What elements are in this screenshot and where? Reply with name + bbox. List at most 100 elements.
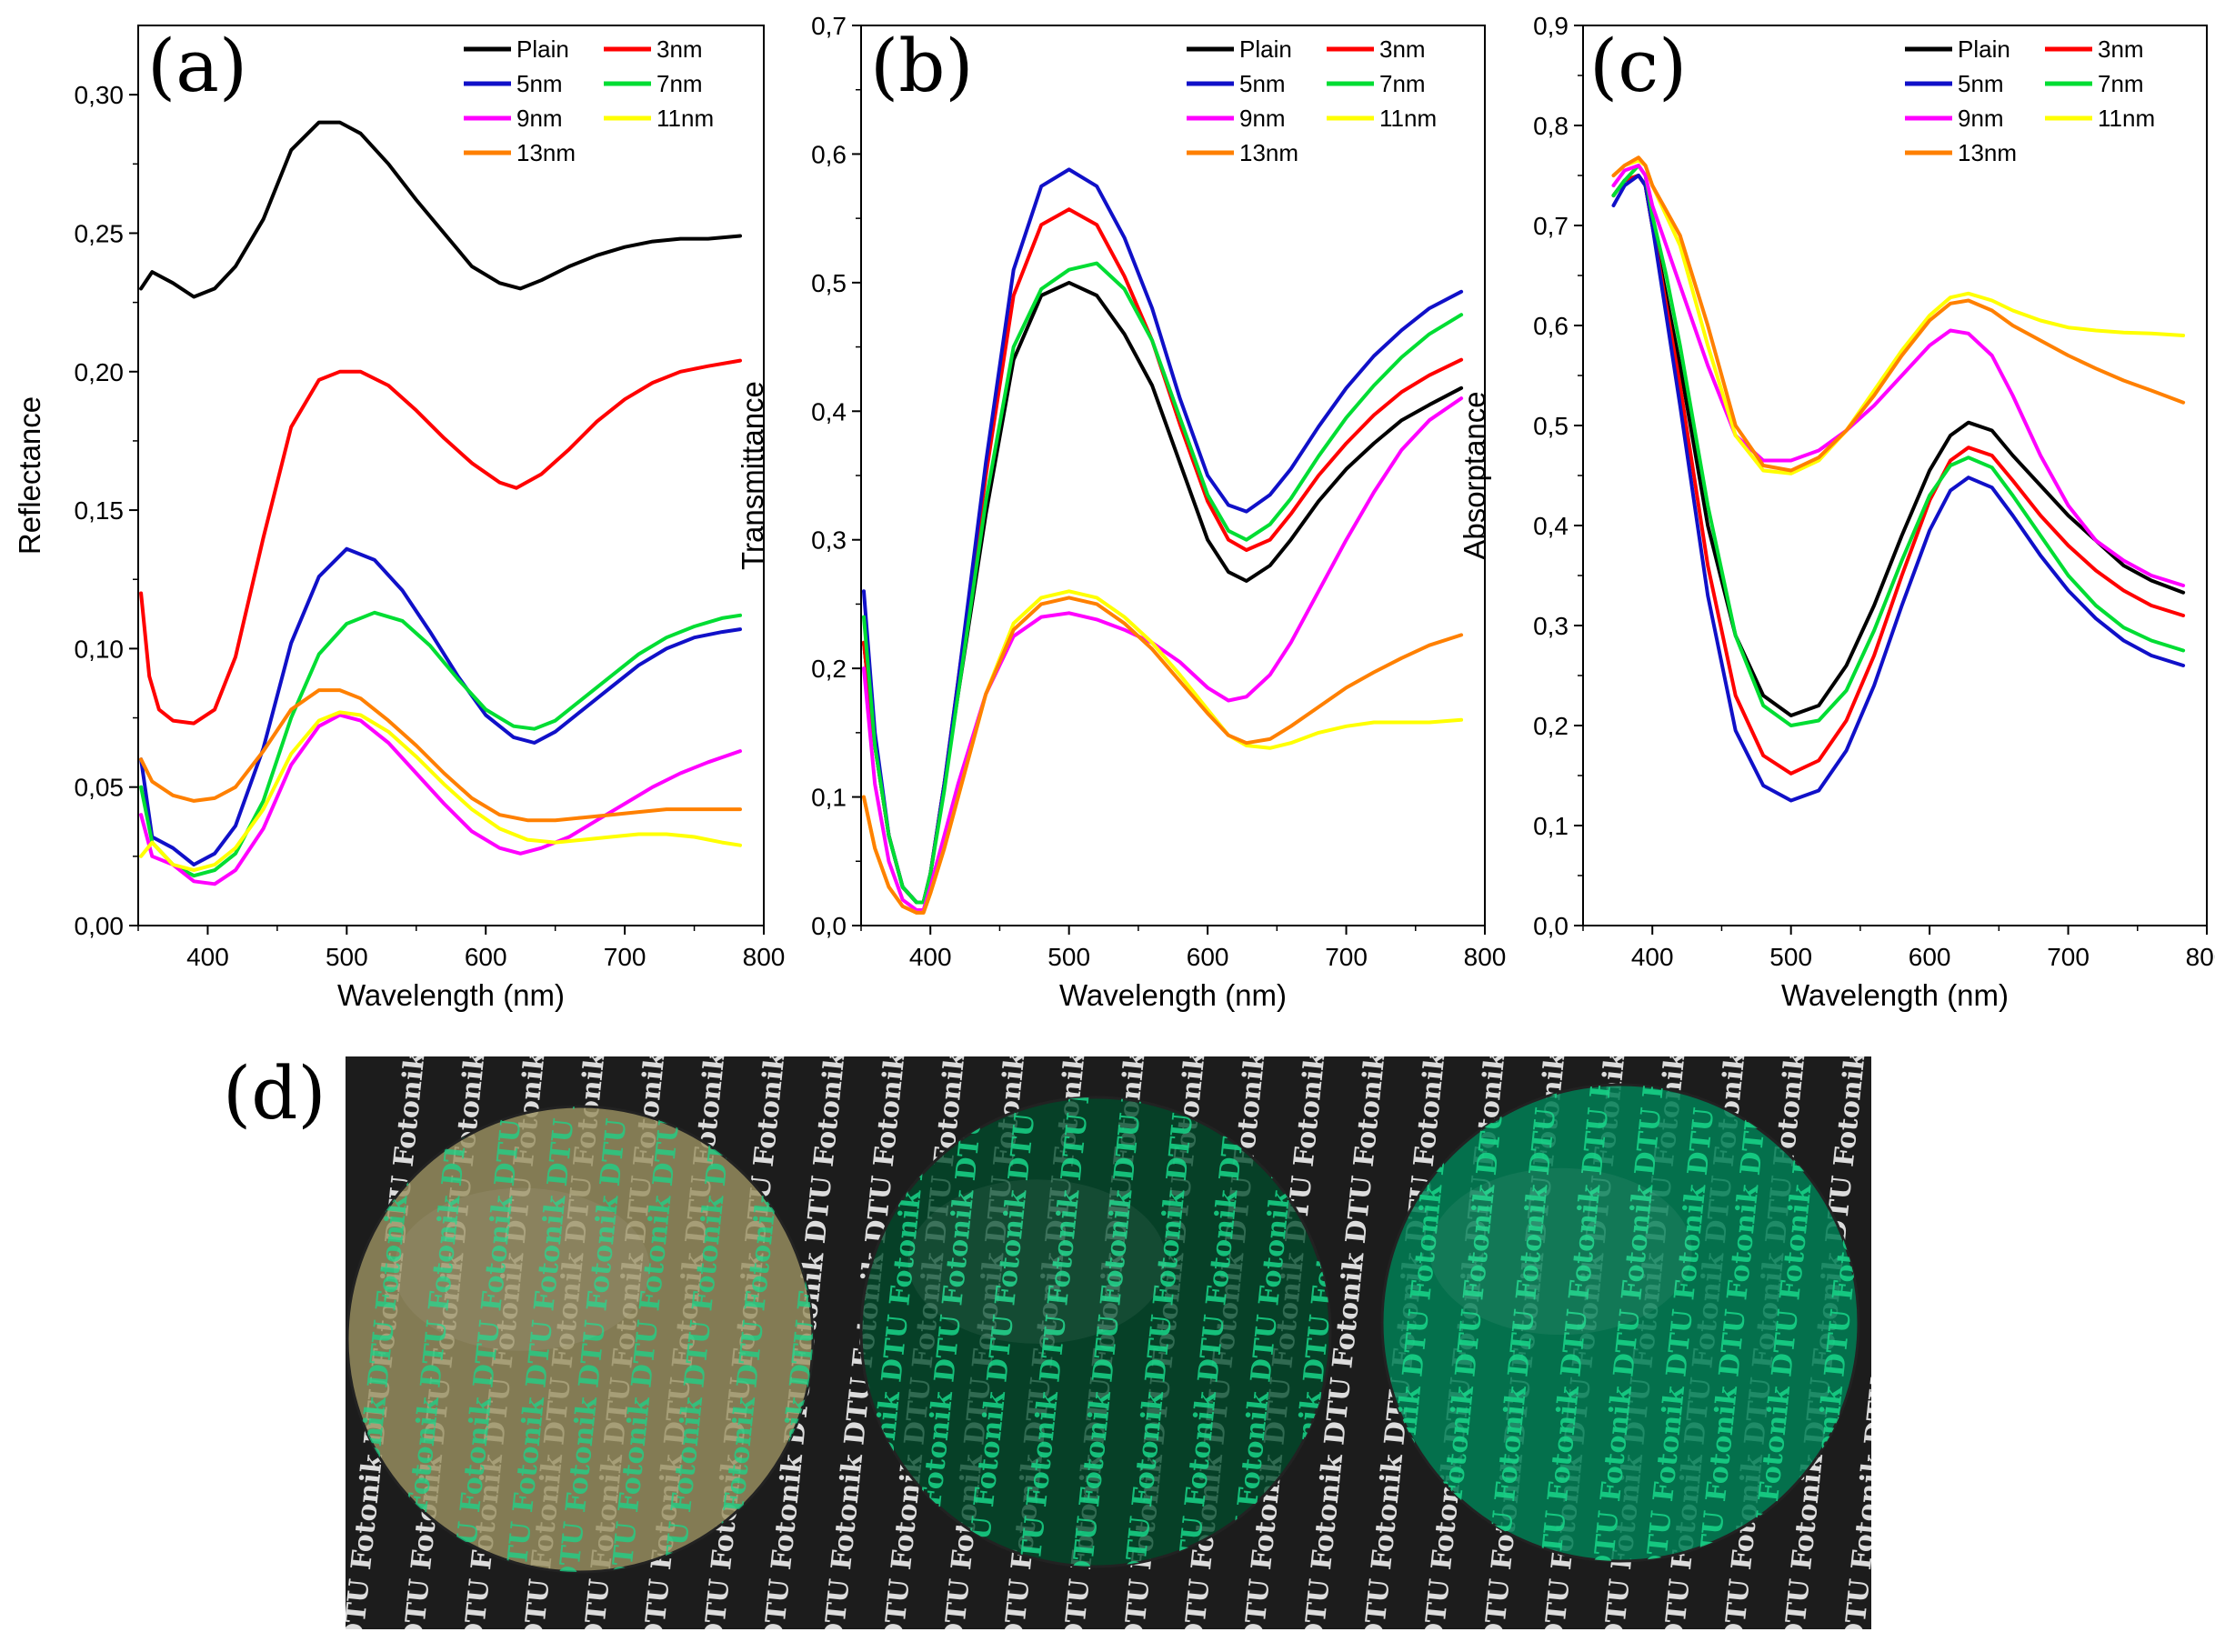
y-axis-label: Reflectance (13, 396, 46, 555)
y-tick-label: 0,4 (1533, 512, 1569, 540)
y-tick-label: 0,5 (811, 269, 847, 297)
panel-label-c: (c) (1589, 24, 1687, 108)
series-line-5nm (1611, 174, 2186, 803)
series-line-9nm (139, 713, 742, 886)
wafer-disc (859, 1096, 1332, 1568)
series-line-7nm (139, 610, 742, 878)
series-line-3nm (139, 358, 742, 726)
chart-panel-a: 400 500 600 700 800 0,00 0,05 0,10 0,15 0,20 0,25 0… (13, 24, 785, 1012)
y-tick-label: 0,10 (75, 635, 125, 663)
y-tick-label: 0,3 (811, 526, 847, 555)
series-line-9nm (1611, 164, 2186, 587)
series-group (1611, 155, 2186, 803)
y-tick-label: 0,8 (1533, 112, 1569, 140)
x-tick-label: 700 (2047, 943, 2090, 971)
y-tick-label: 0,7 (1533, 212, 1569, 240)
series-line-13nm (862, 596, 1464, 915)
legend: Plain 3nm 5nm 7nm 9nm 11nm 13nm (1187, 35, 1437, 166)
y-tick-label: 0,1 (811, 784, 847, 812)
y-tick-label: 0,00 (75, 912, 125, 940)
series-line-9nm (862, 396, 1464, 912)
wafer-disc (346, 1105, 815, 1574)
watermark-text: DTU Fotonik DTU Fotonik DTU Fotonik DTU … (1850, 0, 2050, 1580)
x-tick-label: 500 (1047, 943, 1090, 971)
y-tick-label: 0,0 (1533, 912, 1569, 940)
y-tick-label: 0,30 (75, 81, 125, 109)
series-line-11nm (139, 710, 742, 873)
wafer-sheen (394, 1187, 650, 1351)
wafer-sheen (907, 1179, 1167, 1344)
legend-label-11nm: 11nm (1379, 105, 1437, 132)
series-line-7nm (1611, 164, 2186, 727)
y-tick-label: 0,6 (811, 140, 847, 168)
legend: Plain 3nm 5nm 7nm 9nm 11nm 13nm (464, 35, 714, 166)
x-tick-label: 600 (1909, 943, 1951, 971)
y-tick-label: 0,25 (75, 219, 125, 247)
series-group (139, 120, 742, 886)
y-tick-label: 0,2 (811, 655, 847, 683)
y-tick-label: 0,20 (75, 358, 125, 386)
y-tick-label: 0,05 (75, 774, 125, 802)
legend-label-9nm: 9nm (1239, 105, 1286, 132)
plot-frame (1582, 25, 2208, 926)
x-tick-label: 700 (604, 943, 646, 971)
y-tick-label: 0,2 (1533, 712, 1569, 740)
legend-label-13nm: 13nm (1239, 139, 1298, 166)
x-axis-label: Wavelength (nm) (1781, 978, 2009, 1012)
y-tick-label: 0,0 (811, 912, 847, 940)
series-line-11nm (1611, 158, 2186, 476)
legend-label-11nm: 11nm (2098, 105, 2155, 132)
y-tick-label: 0,15 (75, 496, 125, 525)
series-line-13nm (139, 688, 742, 823)
x-axis-label: Wavelength (nm) (337, 978, 565, 1012)
panel-label-a: (a) (147, 24, 247, 108)
y-tick-label: 0,3 (1533, 612, 1569, 640)
wafer-sheen (1429, 1167, 1692, 1336)
series-line-13nm (1611, 155, 2186, 473)
x-tick-label: 700 (1325, 943, 1368, 971)
plot-frame (137, 25, 765, 926)
x-axis-label: Wavelength (nm) (1059, 978, 1287, 1012)
watermark-text: DTU Fotonik DTU Fotonik DTU Fotonik DTU … (1838, 41, 2038, 1648)
series-line-11nm (862, 589, 1464, 915)
y-tick-label: 0,9 (1533, 12, 1569, 40)
chart-panel-b: 400 500 600 700 800 0,0 0,1 0,2 0,3 0,4 0,5 0,6 0,7 W… (736, 12, 1506, 1012)
y-tick-label: 0,6 (1533, 312, 1569, 340)
legend-label-5nm: 5nm (516, 70, 563, 97)
y-axis-label: Transmittance (736, 381, 769, 570)
panel-label-b: (b) (870, 24, 974, 108)
y-axis-label: Absorptance (1458, 391, 1491, 559)
panel-label-d: (d) (223, 1051, 326, 1136)
x-tick-label: 800 (2186, 943, 2215, 971)
wafer: DTU Fotonik DTU Fotonik DTU Fotonik DTU … (1380, 0, 2050, 1580)
legend-label-11nm: 11nm (656, 105, 714, 132)
legend-label-Plain: Plain (516, 35, 569, 63)
legend-label-5nm: 5nm (1239, 70, 1286, 97)
chart-panel-c: 400 500 600 700 800 0,0 0,1 0,2 0,3 0,4 0,5 0,6 0,7 0… (1458, 12, 2215, 1012)
x-tick-label: 400 (186, 943, 229, 971)
legend-label-Plain: Plain (1239, 35, 1292, 63)
legend-label-3nm: 3nm (656, 35, 703, 63)
y-tick-label: 0,5 (1533, 412, 1569, 440)
y-tick-label: 0,4 (811, 397, 847, 426)
x-tick-label: 400 (909, 943, 952, 971)
series-line-5nm (862, 167, 1464, 905)
y-tick-label: 0,1 (1533, 812, 1569, 840)
series-line-5nm (139, 546, 742, 866)
x-tick-label: 500 (1769, 943, 1812, 971)
legend-label-Plain: Plain (1958, 35, 2010, 63)
x-tick-label: 600 (465, 943, 507, 971)
legend-label-5nm: 5nm (1958, 70, 2004, 97)
legend-label-7nm: 7nm (2098, 70, 2144, 97)
watermark-text: DTU Fotonik DTU Fotonik DTU Fotonik DTU … (1798, 0, 1998, 1580)
legend-label-13nm: 13nm (516, 139, 576, 166)
wafer-disc (1380, 1083, 1860, 1563)
legend-label-7nm: 7nm (656, 70, 703, 97)
y-tick-label: 0,7 (811, 12, 847, 40)
x-tick-label: 400 (1631, 943, 1674, 971)
legend-label-7nm: 7nm (1379, 70, 1426, 97)
x-tick-label: 500 (326, 943, 368, 971)
x-tick-label: 800 (743, 943, 786, 971)
series-group (862, 167, 1464, 915)
